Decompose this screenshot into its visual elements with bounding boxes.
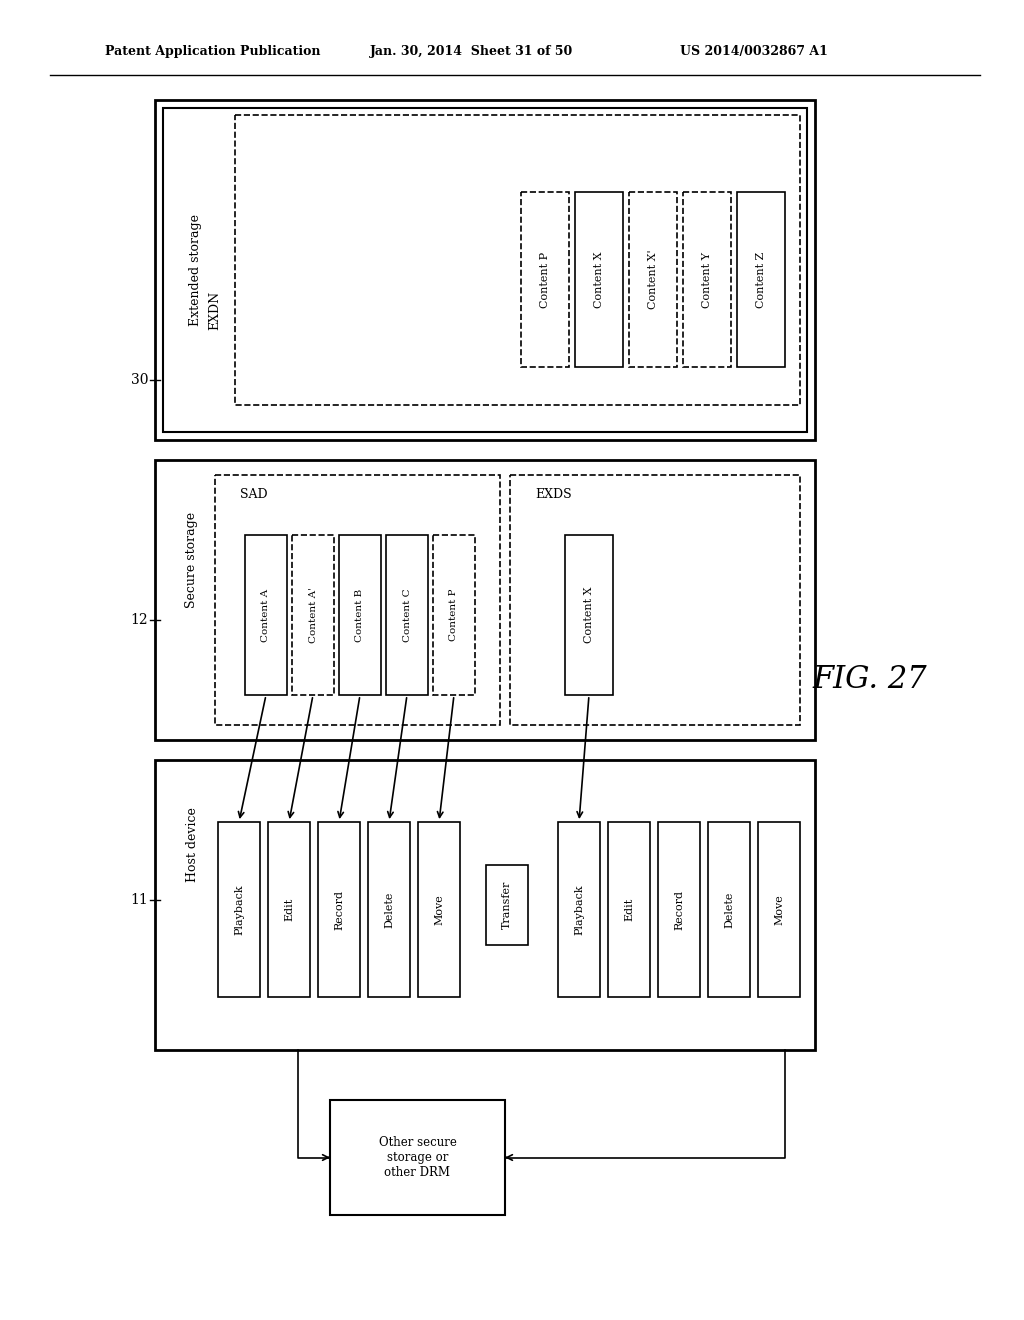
- Bar: [155, 100, 815, 440]
- Text: Record: Record: [674, 890, 684, 929]
- Text: Content A': Content A': [308, 587, 317, 643]
- Bar: [418, 822, 460, 997]
- Bar: [268, 822, 310, 997]
- Text: Content B: Content B: [355, 589, 365, 642]
- Bar: [486, 865, 528, 945]
- Bar: [215, 475, 500, 725]
- Text: Content P: Content P: [450, 589, 459, 642]
- Bar: [683, 191, 731, 367]
- Bar: [386, 535, 428, 696]
- Text: Host device: Host device: [186, 808, 200, 883]
- Bar: [708, 822, 750, 997]
- Text: EXDN: EXDN: [209, 290, 221, 330]
- Bar: [565, 535, 613, 696]
- Text: Transfer: Transfer: [502, 880, 512, 929]
- Text: Content C: Content C: [402, 589, 412, 642]
- Bar: [758, 822, 800, 997]
- Text: Delete: Delete: [384, 891, 394, 928]
- Text: US 2014/0032867 A1: US 2014/0032867 A1: [680, 45, 827, 58]
- Text: Content A: Content A: [261, 589, 270, 642]
- Bar: [368, 822, 410, 997]
- Bar: [155, 760, 815, 1049]
- Text: Content X': Content X': [648, 249, 658, 309]
- Bar: [292, 535, 334, 696]
- Text: Patent Application Publication: Patent Application Publication: [105, 45, 321, 58]
- Text: Jan. 30, 2014  Sheet 31 of 50: Jan. 30, 2014 Sheet 31 of 50: [370, 45, 573, 58]
- Text: Content X: Content X: [594, 251, 604, 308]
- Text: EXDS: EXDS: [535, 488, 571, 502]
- Text: Secure storage: Secure storage: [185, 512, 199, 609]
- Bar: [737, 191, 785, 367]
- Text: Edit: Edit: [624, 898, 634, 921]
- Bar: [521, 191, 569, 367]
- Bar: [330, 1100, 505, 1214]
- Text: Record: Record: [334, 890, 344, 929]
- Bar: [234, 115, 800, 405]
- Bar: [339, 535, 381, 696]
- Bar: [608, 822, 650, 997]
- Text: 12: 12: [130, 612, 148, 627]
- Text: Delete: Delete: [724, 891, 734, 928]
- Text: FIG. 27: FIG. 27: [813, 664, 928, 696]
- Text: SAD: SAD: [240, 488, 267, 502]
- Text: Edit: Edit: [284, 898, 294, 921]
- Text: Other secure
storage or
other DRM: Other secure storage or other DRM: [379, 1137, 457, 1179]
- Text: Extended storage: Extended storage: [188, 214, 202, 326]
- Bar: [245, 535, 287, 696]
- Text: Move: Move: [774, 894, 784, 925]
- Text: Content X: Content X: [584, 587, 594, 643]
- Text: Move: Move: [434, 894, 444, 925]
- Text: Content Y: Content Y: [702, 252, 712, 308]
- Bar: [318, 822, 360, 997]
- Text: Playback: Playback: [234, 884, 244, 935]
- Bar: [433, 535, 475, 696]
- Text: Playback: Playback: [574, 884, 584, 935]
- Bar: [658, 822, 700, 997]
- Bar: [629, 191, 677, 367]
- Bar: [163, 108, 807, 432]
- Text: Content Z: Content Z: [756, 251, 766, 308]
- Bar: [558, 822, 600, 997]
- Bar: [575, 191, 623, 367]
- Bar: [218, 822, 260, 997]
- Text: Content P: Content P: [540, 251, 550, 308]
- Text: 11: 11: [130, 894, 148, 907]
- Bar: [155, 459, 815, 741]
- Text: 30: 30: [130, 374, 148, 387]
- Bar: [510, 475, 800, 725]
